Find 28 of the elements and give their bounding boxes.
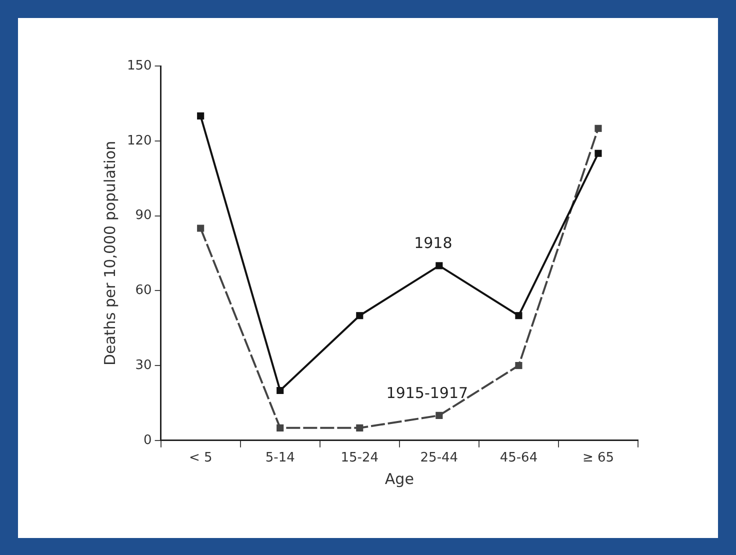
series-label: 1918 [414,234,452,252]
x-tick-label: < 5 [188,450,212,466]
point [515,312,522,320]
point [356,312,364,320]
point [594,150,602,157]
y-tick-label: 150 [126,58,152,74]
series-label: 1915-1917 [386,384,468,402]
x-tick-label: 45-64 [500,450,538,466]
y-tick-label: 60 [135,283,152,298]
y-axis-title: Deaths per 10,000 population [100,140,119,366]
point [436,262,443,270]
point [276,424,284,432]
x-tick-label: ≥ 65 [582,450,614,466]
y-tick-label: 0 [144,432,152,448]
x-tick-label: 25-44 [420,450,458,466]
point [197,224,204,232]
x-tick-label: 5-14 [265,450,295,466]
y-tick-label: 90 [135,208,152,224]
point [515,362,522,370]
point [436,412,443,419]
x-tick-label: 15-24 [340,450,379,466]
x-axis-title: Age [384,470,414,488]
point [197,112,204,120]
point [276,386,284,394]
y-tick-label: 30 [135,358,152,373]
y-tick-label: 120 [126,133,152,148]
point [594,124,602,132]
point [356,424,364,432]
